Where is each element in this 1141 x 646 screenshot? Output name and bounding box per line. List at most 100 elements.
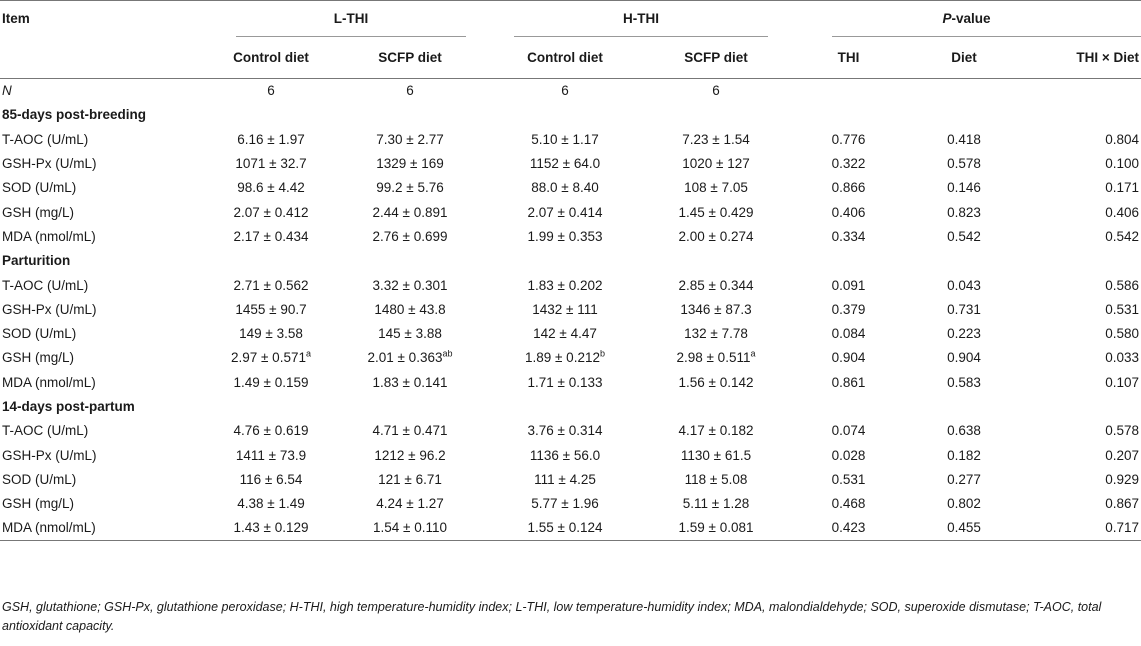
pvalue-cell: 0.531 xyxy=(1105,301,1139,317)
pvalue-cell: 0.866 xyxy=(831,180,866,196)
row-label: GSH (mg/L) xyxy=(2,204,75,220)
value-text: 2.01 ± 0.363 xyxy=(367,350,443,366)
value-text: 1.45 ± 0.429 xyxy=(678,204,754,220)
value-text: 1136 ± 56.0 xyxy=(529,447,601,463)
value-text: 2.17 ± 0.434 xyxy=(233,228,309,244)
header-sub-p-thi: THI xyxy=(792,36,905,79)
pvalue-cell: 0.100 xyxy=(1105,156,1139,172)
value-text: 4.38 ± 1.49 xyxy=(237,496,305,512)
value-cell: 142 ± 4.47 xyxy=(490,321,640,345)
value-text: 99.2 ± 5.76 xyxy=(376,180,444,196)
value-text: 4.24 ± 1.27 xyxy=(376,496,444,512)
pvalue-cell: 0.804 xyxy=(1105,131,1139,147)
value-cell: 1.49 ± 0.159 xyxy=(212,370,330,394)
cell-n-0: 6 xyxy=(267,83,275,99)
table-row: T-AOC (U/mL) 2.71 ± 0.562 3.32 ± 0.301 1.83… xyxy=(0,273,1141,297)
header-sub-hthi-scfp: SCFP diet xyxy=(640,36,792,79)
value-cell: 1.45 ± 0.429 xyxy=(640,200,792,224)
table-row: MDA (nmol/mL) 1.43 ± 0.129 1.54 ± 0.110 1.5… xyxy=(0,515,1141,541)
pvalue-cell: 0.074 xyxy=(831,423,866,439)
value-text: 1071 ± 32.7 xyxy=(235,156,307,172)
value-text: 6.16 ± 1.97 xyxy=(237,131,305,147)
value-text: 1455 ± 90.7 xyxy=(235,301,307,317)
section-title: Parturition xyxy=(2,253,71,269)
pvalue-italic-p: P xyxy=(942,11,952,27)
pvalue-cell: 0.223 xyxy=(947,326,981,342)
header-sub-lthi-control: Control diet xyxy=(212,36,330,79)
row-label: GSH (mg/L) xyxy=(2,496,75,512)
value-cell: 1.54 ± 0.110 xyxy=(330,515,490,541)
pvalue-cell: 0.578 xyxy=(947,156,981,172)
pvalue-cell: 0.107 xyxy=(1105,374,1139,390)
value-cell: 111 ± 4.25 xyxy=(490,467,640,491)
header-sub-blank xyxy=(0,36,212,79)
header-row-subs: Control diet SCFP diet Control diet SCFP… xyxy=(0,36,1141,79)
row-label: SOD (U/mL) xyxy=(2,180,77,196)
header-sub-hthi-control: Control diet xyxy=(490,36,640,79)
pvalue-cell: 0.146 xyxy=(947,180,981,196)
value-text: 145 ± 3.88 xyxy=(378,326,442,342)
pvalue-cell: 0.586 xyxy=(1105,277,1139,293)
value-text: 5.11 ± 1.28 xyxy=(682,496,750,512)
significance-superscript: ab xyxy=(442,348,453,359)
pvalue-cell: 0.542 xyxy=(947,228,981,244)
value-cell: 1.56 ± 0.142 xyxy=(640,370,792,394)
value-text: 2.71 ± 0.562 xyxy=(233,277,309,293)
value-cell: 1.55 ± 0.124 xyxy=(490,515,640,541)
pvalue-cell: 0.861 xyxy=(831,374,866,390)
value-text: 1.56 ± 0.142 xyxy=(678,374,754,390)
pvalue-cell: 0.028 xyxy=(831,447,866,463)
row-label: SOD (U/mL) xyxy=(2,326,77,342)
value-text: 1.83 ± 0.141 xyxy=(372,374,448,390)
value-text: 2.98 ± 0.511 xyxy=(676,350,751,366)
pvalue-cell: 0.929 xyxy=(1105,471,1139,487)
value-cell: 7.30 ± 2.77 xyxy=(330,127,490,151)
value-cell: 1.71 ± 0.133 xyxy=(490,370,640,394)
pvalue-cell: 0.542 xyxy=(1105,228,1139,244)
value-text: 1.71 ± 0.133 xyxy=(527,374,603,390)
header-group-pvalue-label: P-value xyxy=(942,11,990,26)
table-body: N 6 6 6 6 85-days post-breeding T-AOC (U/… xyxy=(0,79,1141,541)
value-cell: 145 ± 3.88 xyxy=(330,321,490,345)
pvalue-cell: 0.468 xyxy=(831,496,866,512)
table-row: MDA (nmol/mL) 2.17 ± 0.434 2.76 ± 0.699 1.9… xyxy=(0,224,1141,248)
pvalue-cell: 0.583 xyxy=(947,374,981,390)
value-cell: 2.85 ± 0.344 xyxy=(640,273,792,297)
table-row: T-AOC (U/mL) 4.76 ± 0.619 4.71 ± 0.471 3.76… xyxy=(0,419,1141,443)
table-row-n: N 6 6 6 6 xyxy=(0,79,1141,103)
pvalue-cell: 0.406 xyxy=(1105,204,1139,220)
value-text: 1411 ± 73.9 xyxy=(235,447,307,463)
row-label: T-AOC (U/mL) xyxy=(2,131,89,147)
cell-n-empty-1 xyxy=(792,79,905,103)
value-cell: 121 ± 6.71 xyxy=(330,467,490,491)
value-cell: 4.24 ± 1.27 xyxy=(330,492,490,516)
pvalue-cell: 0.334 xyxy=(831,228,866,244)
significance-superscript: b xyxy=(599,348,605,359)
table-row: GSH-Px (U/mL) 1071 ± 32.7 1329 ± 169 1152 ±… xyxy=(0,151,1141,175)
header-group-h-thi-label: H-THI xyxy=(623,11,659,27)
value-text: 1.49 ± 0.159 xyxy=(233,374,309,390)
header-group-pvalue-rule xyxy=(832,35,1141,37)
row-label: GSH-Px (U/mL) xyxy=(2,156,97,172)
pvalue-cell: 0.043 xyxy=(947,277,981,293)
value-text: 1329 ± 169 xyxy=(376,156,444,172)
value-text: 1432 ± 111 xyxy=(532,301,598,317)
value-cell: 1.99 ± 0.353 xyxy=(490,224,640,248)
value-text: 1130 ± 61.5 xyxy=(680,447,752,463)
pvalue-cell: 0.531 xyxy=(831,471,866,487)
pvalue-cell: 0.091 xyxy=(831,277,866,293)
value-text: 2.76 ± 0.699 xyxy=(372,228,448,244)
pvalue-cell: 0.802 xyxy=(947,496,981,512)
row-label: MDA (nmol/mL) xyxy=(2,228,96,244)
header-group-pvalue: P-value xyxy=(792,0,1141,37)
pvalue-cell: 0.638 xyxy=(947,423,981,439)
row-label: SOD (U/mL) xyxy=(2,471,77,487)
value-cell: 1071 ± 32.7 xyxy=(212,151,330,175)
value-cell: 1020 ± 127 xyxy=(640,151,792,175)
value-cell: 1455 ± 90.7 xyxy=(212,297,330,321)
header-group-l-thi: L-THI xyxy=(212,0,490,37)
pvalue-cell: 0.277 xyxy=(947,471,981,487)
value-cell: 2.07 ± 0.412 xyxy=(212,200,330,224)
value-text: 149 ± 3.58 xyxy=(239,326,303,342)
value-text: 7.30 ± 2.77 xyxy=(376,131,444,147)
